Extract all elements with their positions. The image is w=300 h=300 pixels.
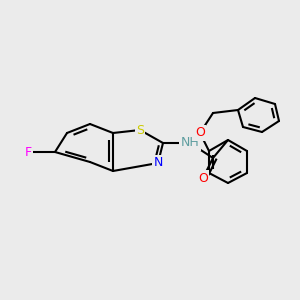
Text: O: O — [195, 127, 205, 140]
Text: F: F — [24, 146, 32, 158]
Text: NH: NH — [181, 136, 200, 149]
Text: O: O — [198, 172, 208, 184]
Text: N: N — [153, 157, 163, 169]
Text: S: S — [136, 124, 144, 136]
